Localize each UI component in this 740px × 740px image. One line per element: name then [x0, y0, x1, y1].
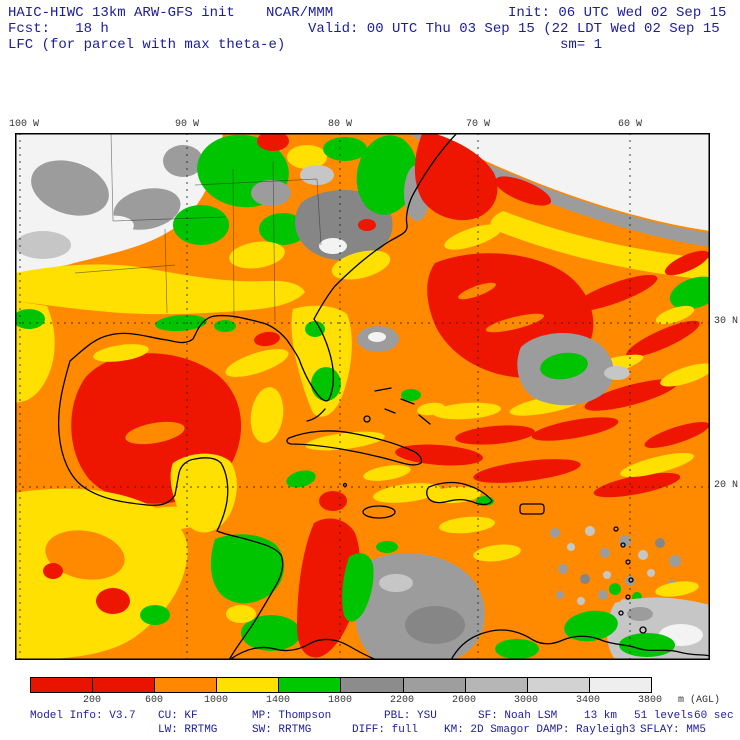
colorbar-segment — [217, 678, 280, 692]
colorbar-tick-label: 3800 — [637, 695, 663, 706]
colorbar-tick-label: 2200 — [389, 695, 415, 706]
colorbar-segment — [589, 678, 651, 692]
state-border-layer — [74, 132, 322, 322]
header-sm-value: sm= 1 — [560, 37, 603, 53]
lon-label-60w: 60 W — [617, 119, 643, 130]
coastline-layer — [57, 132, 711, 661]
map-border — [15, 133, 710, 660]
header-valid-time: Valid: 00 UTC Thu 03 Sep 15 (22 LDT Wed … — [308, 21, 720, 37]
lon-label-90w: 90 W — [174, 119, 200, 130]
colorbar: 200 600 1000 1400 1800 2200 2600 3000 3400 3800 m… — [30, 677, 730, 707]
footer-sf-scheme: SF: Noah LSM — [478, 710, 558, 722]
footer-mp-scheme: MP: Thompson — [252, 710, 332, 722]
colorbar-segment — [341, 678, 404, 692]
colorbar-tick-label: 200 — [82, 695, 102, 706]
colorbar-segment — [93, 678, 156, 692]
colorbar-segments — [30, 677, 652, 693]
lat-label-30n: 30 N — [714, 316, 739, 327]
footer-model-version: Model Info: V3.7 — [30, 710, 136, 722]
header-fcst-hour: Fcst: 18 h — [8, 21, 109, 37]
lat-label-20n: 20 N — [714, 480, 739, 491]
footer-levels: 51 levels — [634, 710, 694, 722]
colorbar-tick-label: 600 — [144, 695, 164, 706]
map-panel — [13, 131, 721, 661]
footer-sflay-scheme: SFLAY: MM5 — [640, 724, 707, 736]
footer-cu-scheme: CU: KF — [158, 710, 198, 722]
header-org: NCAR/MMM — [266, 5, 334, 21]
colorbar-segment — [527, 678, 590, 692]
footer-diff-scheme: DIFF: full — [352, 724, 419, 736]
footer-km-damp: KM: 2D Smagor DAMP: Rayleigh3 — [444, 724, 636, 736]
header-model-name: HAIC-HIWC 13km ARW-GFS init — [8, 5, 235, 21]
colorbar-segment — [465, 678, 528, 692]
colorbar-ticks: 200 600 1000 1400 1800 2200 2600 3000 3400 3800 — [30, 695, 662, 707]
colorbar-tick-label: 1800 — [327, 695, 353, 706]
footer-lw-scheme: LW: RRTMG — [158, 724, 218, 736]
colorbar-unit-label: m (AGL) — [678, 695, 721, 706]
colorbar-tick-label: 3000 — [513, 695, 539, 706]
colorbar-tick-label: 3400 — [575, 695, 601, 706]
footer-timestep: 60 sec — [694, 710, 734, 722]
lfc-field-map — [13, 131, 721, 661]
colorbar-tick-label: 2600 — [451, 695, 477, 706]
colorbar-segment — [31, 678, 94, 692]
footer-grid-spacing: 13 km — [584, 710, 618, 722]
colorbar-segment — [155, 678, 218, 692]
lon-label-70w: 70 W — [465, 119, 491, 130]
colorbar-tick-label: 1400 — [265, 695, 291, 706]
colorbar-segment — [279, 678, 342, 692]
footer-pbl-scheme: PBL: YSU — [384, 710, 437, 722]
lon-label-80w: 80 W — [327, 119, 353, 130]
footer-sw-scheme: SW: RRTMG — [252, 724, 312, 736]
colorbar-tick-label: 1000 — [203, 695, 229, 706]
lon-label-100w: 100 W — [8, 119, 40, 130]
colorbar-segment — [403, 678, 466, 692]
header-init-time: Init: 06 UTC Wed 02 Sep 15 — [508, 5, 727, 21]
header-field-name: LFC (for parcel with max theta-e) — [8, 37, 286, 53]
field-layer — [13, 131, 721, 660]
